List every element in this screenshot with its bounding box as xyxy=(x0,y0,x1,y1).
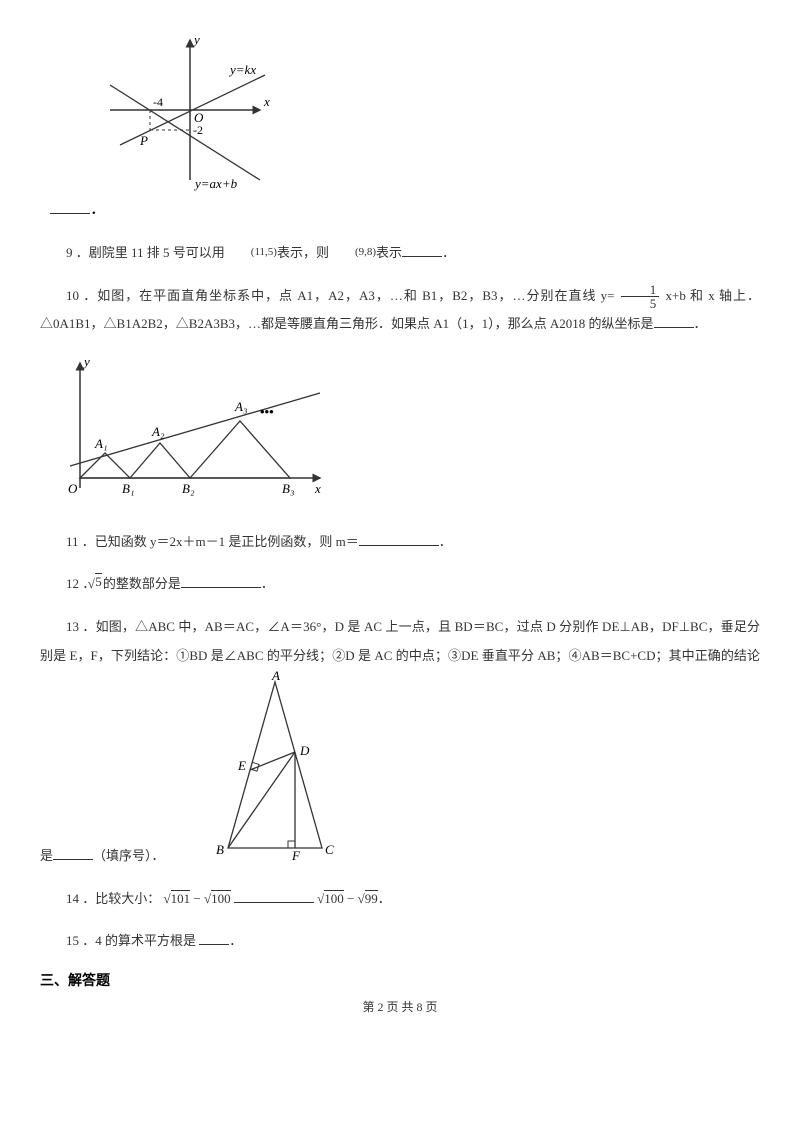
q12-suffix: 的整数部分是 xyxy=(103,576,181,591)
q13-suffix: （填序号）． xyxy=(93,848,165,863)
line1-label: y=kx xyxy=(228,62,256,77)
figure-q8: y x O y=kx y=ax+b P -4 -2 ． xyxy=(80,30,760,219)
svg-text:C: C xyxy=(325,842,334,857)
svg-text:O: O xyxy=(68,481,78,496)
q14-prefix: 14 ．比较大小： xyxy=(66,891,160,906)
figure-q13: A B C D E F xyxy=(174,670,350,871)
q13-text: 13 ．如图，△ABC 中，AB＝AC，∠A＝36°，D 是 AC 上一点，且 … xyxy=(40,619,760,863)
figure-q10: y x O A₁ A₂ A₃ ••• B₁ B₂ B₃ xyxy=(60,353,760,508)
line2-label: y=ax+b xyxy=(193,176,238,191)
q15-suffix: ． xyxy=(229,933,242,948)
question-9: 9 ．剧院里 11 排 5 号可以用(11,5)表示，则(9,8)表示． xyxy=(40,239,760,268)
q9-blank xyxy=(402,242,442,257)
triangle-series-graph: y x O A₁ A₂ A₃ ••• B₁ B₂ B₃ xyxy=(60,353,330,503)
q15-text: 15 ．4 的算术平方根是 xyxy=(66,933,196,948)
page-container: y x O y=kx y=ax+b P -4 -2 ． 9 ．剧院里 11 排 … xyxy=(0,0,800,1035)
svg-text:A: A xyxy=(271,670,280,683)
svg-text:A₃: A₃ xyxy=(234,399,247,414)
q15-blank xyxy=(199,930,229,945)
svg-text:A₂: A₂ xyxy=(151,424,165,439)
q10-text-a: 10 ．如图，在平面直角坐标系中，点 A1，A2，A3，…和 B1，B2，B3，… xyxy=(66,288,619,303)
svg-text:•••: ••• xyxy=(260,404,274,419)
svg-text:B: B xyxy=(216,842,224,857)
svg-text:y: y xyxy=(82,354,90,369)
tick-x: -4 xyxy=(153,95,163,109)
axis-y-label: y xyxy=(192,32,200,47)
tick-y: -2 xyxy=(193,123,203,137)
q9-prefix: 9 ．剧院里 11 排 5 号可以用 xyxy=(66,245,225,260)
q9-mid: 表示，则 xyxy=(277,245,329,260)
q14-blank xyxy=(234,888,314,903)
svg-text:A₁: A₁ xyxy=(94,436,107,451)
q10-fraction: 15 xyxy=(621,283,660,310)
q12-blank xyxy=(181,573,261,588)
graph-lines: y x O y=kx y=ax+b P -4 -2 xyxy=(80,30,280,200)
q9-suffix: 表示 xyxy=(376,245,402,260)
svg-text:B₁: B₁ xyxy=(122,481,134,496)
svg-text:F: F xyxy=(291,848,301,860)
svg-text:B₃: B₃ xyxy=(282,481,294,496)
question-13: 13 ．如图，△ABC 中，AB＝AC，∠A＝36°，D 是 AC 上一点，且 … xyxy=(40,613,760,871)
q13-blank xyxy=(53,845,93,860)
question-11: 11 ．已知函数 y＝2x＋m－1 是正比例函数，则 m＝． xyxy=(40,528,760,557)
q9-expr2: (9,8) xyxy=(329,240,376,264)
svg-text:x: x xyxy=(314,481,321,496)
q9-expr1: (11,5) xyxy=(225,240,277,264)
point-p: P xyxy=(139,133,148,148)
section-3-heading: 三、解答题 xyxy=(40,970,760,990)
q10-blank xyxy=(654,313,694,328)
svg-text:D: D xyxy=(299,743,310,758)
question-15: 15 ．4 的算术平方根是 ． xyxy=(40,927,760,956)
q8-blank xyxy=(50,199,90,214)
svg-text:E: E xyxy=(237,758,246,773)
page-footer: 第 2 页 共 8 页 xyxy=(40,998,760,1015)
question-14: 14 ．比较大小： √101 − √100 √100 − √99． xyxy=(40,885,760,914)
q11-text: 11 ．已知函数 y＝2x＋m－1 是正比例函数，则 m＝ xyxy=(66,534,359,549)
question-10: 10 ．如图，在平面直角坐标系中，点 A1，A2，A3，…和 B1，B2，B3，… xyxy=(40,282,760,339)
q11-blank xyxy=(359,531,439,546)
question-12: 12 ．5√的整数部分是． xyxy=(40,570,760,599)
svg-text:B₂: B₂ xyxy=(182,481,195,496)
axis-x-label: x xyxy=(263,94,270,109)
